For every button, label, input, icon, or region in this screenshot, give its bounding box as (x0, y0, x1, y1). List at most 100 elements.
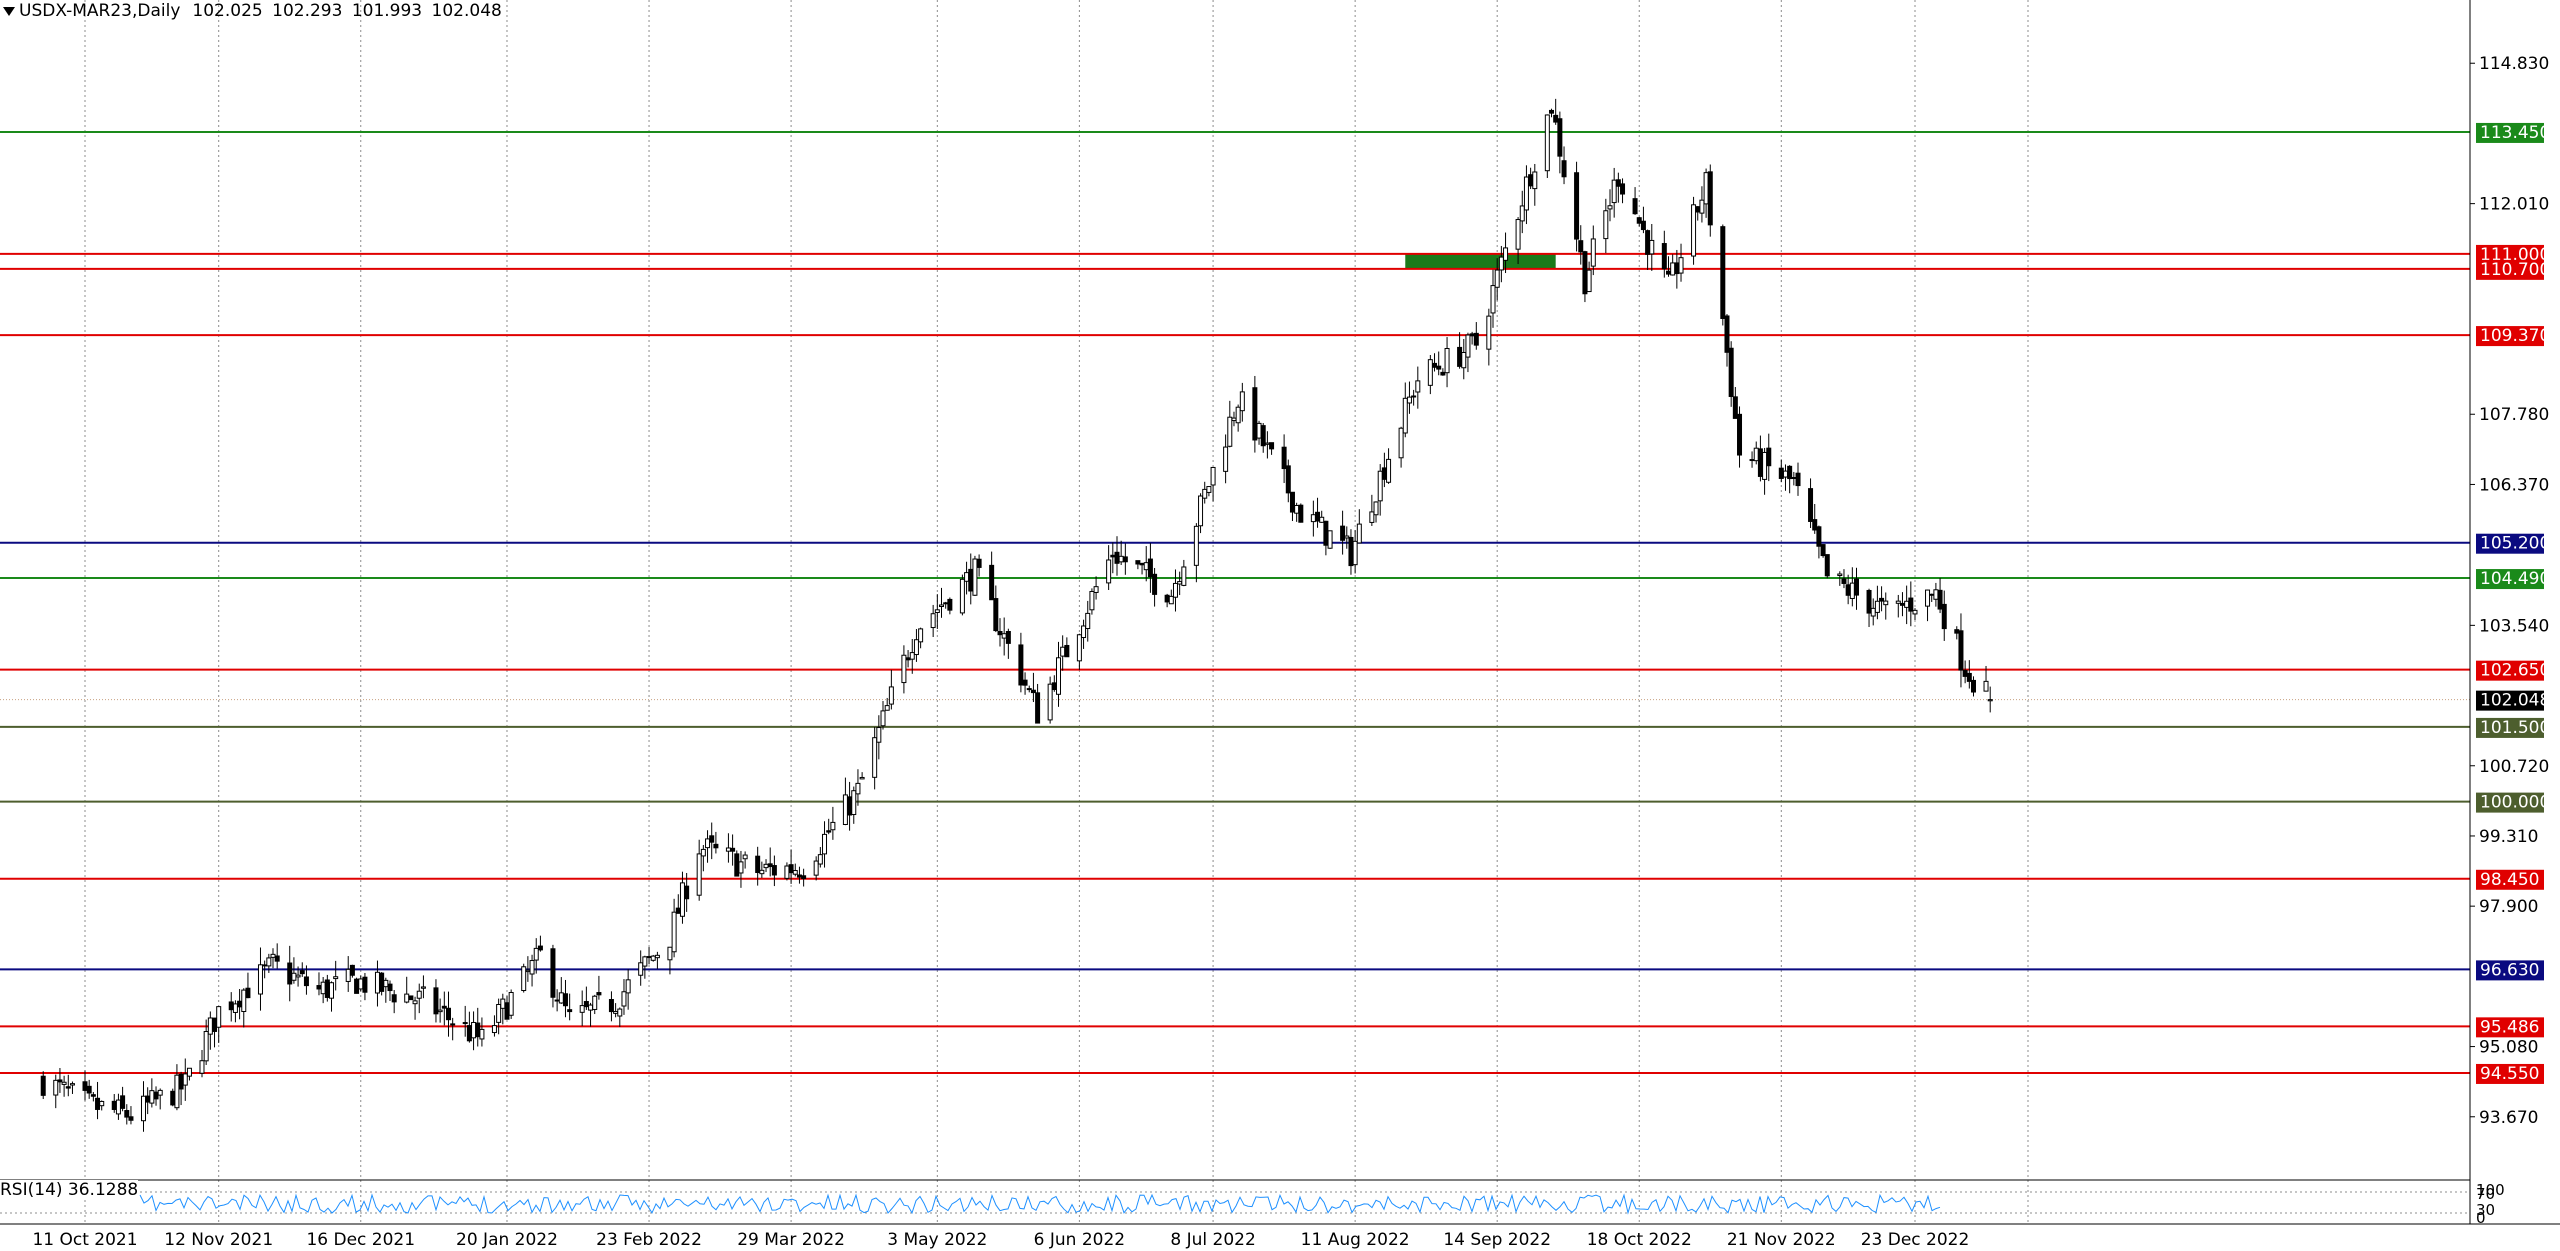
candle-body (700, 848, 706, 857)
candle-body (880, 710, 886, 727)
candle-body (1808, 488, 1814, 522)
candle-body (1678, 257, 1684, 274)
level-label: 101.500 (2480, 718, 2550, 738)
candle-body (654, 954, 660, 959)
level-label-bg (2476, 960, 2544, 981)
grid-lines (84, 0, 2029, 1224)
candle-body (115, 1099, 121, 1115)
level-label: 113.450 (2480, 123, 2550, 143)
candle-body (1640, 220, 1646, 231)
candle-body (1030, 689, 1036, 694)
candle-body (646, 956, 652, 959)
rsi-line (139, 1193, 1941, 1215)
candle-body (1962, 670, 1968, 677)
candle-body (1239, 391, 1245, 412)
candle-body (709, 835, 715, 843)
candle-body (496, 1003, 502, 1023)
candle-body (826, 830, 832, 833)
candle-body (1883, 600, 1889, 606)
candle-body (1841, 578, 1847, 584)
candle-body (149, 1090, 155, 1104)
candle-body (1168, 595, 1174, 605)
candle-body (759, 869, 765, 875)
candle-body (1457, 346, 1463, 367)
level-label: 100.000 (2480, 793, 2550, 813)
candle-body (562, 993, 568, 1007)
candle-body (433, 987, 439, 1015)
candle-body (930, 613, 936, 629)
candle-body (1076, 634, 1082, 662)
candle-body (1553, 114, 1559, 123)
dropdown-triangle-icon[interactable] (3, 6, 15, 16)
candle-body (178, 1073, 184, 1090)
candle-body (784, 865, 790, 879)
candle-body (1966, 672, 1972, 682)
candle-body (1198, 495, 1204, 527)
candle-body (462, 1022, 468, 1025)
horizontal-levels[interactable] (0, 130, 2470, 1074)
candle-body (1147, 558, 1153, 578)
candle-body (1294, 504, 1300, 514)
candle-body (320, 981, 326, 995)
candle-body (1005, 630, 1011, 644)
level-label-bg (2476, 122, 2544, 143)
candle-body (1816, 526, 1822, 547)
candle-body (1373, 501, 1379, 516)
candle-body (734, 853, 740, 877)
candle-body (404, 993, 410, 1003)
candle-body (550, 948, 556, 998)
candle-body (441, 1005, 447, 1009)
candle-body (65, 1086, 71, 1089)
y-tick-label: 99.310 (2479, 827, 2538, 847)
y-tick-label: 93.670 (2479, 1108, 2538, 1128)
candle-body (374, 971, 380, 994)
candle-body (1298, 504, 1304, 523)
candle-body (1941, 603, 1947, 630)
candle-body (1122, 556, 1128, 563)
level-label-bg (2476, 717, 2544, 738)
candle-body (1845, 584, 1851, 596)
price-labels: 113.450111.000110.700109.370105.200104.4… (2476, 122, 2550, 1084)
level-label-bg (2476, 792, 2544, 813)
candle-body (1486, 315, 1492, 350)
candle-body (1879, 597, 1885, 602)
candle-body (1812, 519, 1818, 531)
x-tick-label: 23 Dec 2022 (1861, 1230, 1970, 1250)
candle-body (1143, 562, 1149, 571)
candle-body (237, 1000, 243, 1008)
y-tick-label: 112.010 (2479, 195, 2549, 215)
candle-body (228, 1001, 234, 1011)
candle-body (316, 985, 322, 990)
level-label-bg (2476, 326, 2544, 347)
candle-body (1432, 362, 1438, 368)
x-tick-label: 29 Mar 2022 (737, 1230, 845, 1250)
level-label-bg (2476, 569, 2544, 590)
symbol-label: USDX-MAR23,Daily (19, 1, 181, 21)
candle-body (1874, 600, 1880, 613)
level-label: 102.650 (2480, 661, 2550, 681)
candle-body (1578, 240, 1584, 253)
candle-body (349, 964, 355, 976)
candle-body (713, 843, 719, 849)
candle-body (329, 982, 335, 999)
candle-body (140, 1095, 146, 1122)
candle-body (1753, 447, 1759, 462)
candle-body (1987, 699, 1993, 702)
candle-body (437, 1009, 443, 1013)
candle-body (1795, 472, 1801, 487)
candle-body (1231, 417, 1237, 422)
candle-body (1925, 589, 1931, 607)
y-tick-label: 106.370 (2479, 475, 2549, 495)
candle-body (383, 979, 389, 988)
candle-body (801, 875, 807, 880)
y-tick-label: 100.720 (2479, 757, 2549, 777)
candle-body (1912, 609, 1918, 615)
candle-body (1461, 351, 1467, 369)
candle-body (216, 1006, 222, 1028)
candle-body (1958, 630, 1964, 671)
candle-body (1202, 488, 1208, 499)
candle-body (608, 999, 614, 1013)
candle-body (128, 1116, 134, 1121)
candle-body (416, 990, 422, 999)
